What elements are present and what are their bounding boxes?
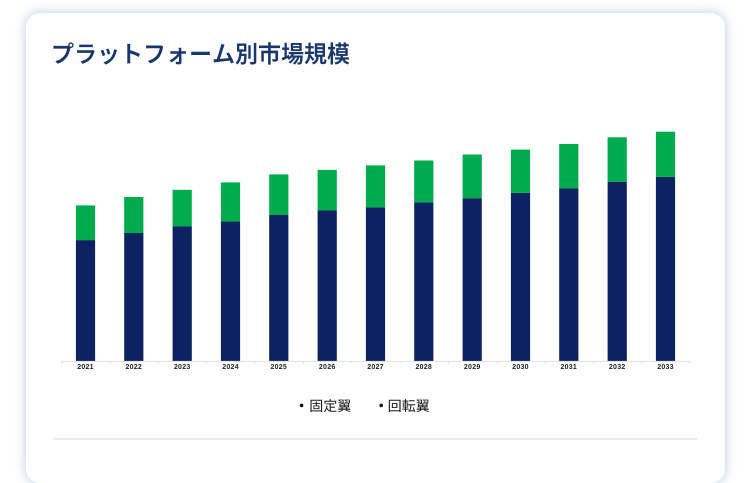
- svg-text:2023: 2023: [174, 364, 191, 371]
- svg-text:2027: 2027: [367, 364, 384, 371]
- svg-text:2029: 2029: [464, 364, 481, 371]
- svg-text:2026: 2026: [319, 364, 336, 371]
- svg-text:2028: 2028: [416, 364, 433, 371]
- svg-text:2033: 2033: [657, 364, 674, 371]
- svg-text:2030: 2030: [512, 364, 529, 371]
- svg-text:2031: 2031: [561, 364, 578, 371]
- svg-text:2032: 2032: [609, 364, 626, 371]
- svg-text:2024: 2024: [222, 364, 239, 371]
- svg-text:2021: 2021: [77, 364, 94, 371]
- svg-text:2025: 2025: [271, 364, 288, 371]
- svg-text:2022: 2022: [126, 364, 143, 371]
